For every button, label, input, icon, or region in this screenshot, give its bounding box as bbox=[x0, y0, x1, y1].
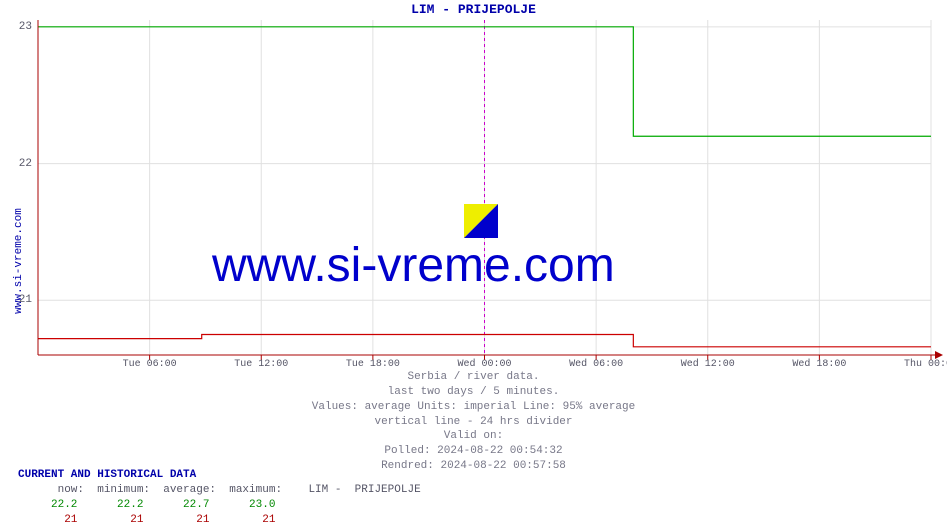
chart-title: LIM - PRIJEPOLJE bbox=[0, 2, 947, 17]
footer-line-2: last two days / 5 minutes. bbox=[0, 385, 947, 400]
data-table-row-green: 22.2 22.2 22.7 23.0 bbox=[18, 498, 421, 513]
x-tick-label: Tue 12:00 bbox=[234, 359, 288, 370]
chart-plot-area: 212223Tue 06:00Tue 12:00Tue 18:00Wed 00:… bbox=[38, 20, 931, 355]
data-table: CURRENT AND HISTORICAL DATA now: minimum… bbox=[18, 468, 421, 522]
footer-line-6: Polled: 2024-08-22 00:54:32 bbox=[0, 444, 947, 459]
x-tick-label: Wed 12:00 bbox=[681, 359, 735, 370]
y-tick-label: 22 bbox=[19, 158, 32, 170]
footer-line-1: Serbia / river data. bbox=[0, 370, 947, 385]
x-tick-label: Tue 18:00 bbox=[346, 359, 400, 370]
footer-line-3: Values: average Units: imperial Line: 95… bbox=[0, 400, 947, 415]
x-tick-label: Tue 06:00 bbox=[123, 359, 177, 370]
footer-line-4: vertical line - 24 hrs divider bbox=[0, 415, 947, 430]
x-tick-label: Thu 00:00 bbox=[904, 359, 947, 370]
data-table-header: CURRENT AND HISTORICAL DATA bbox=[18, 468, 421, 483]
data-table-row-red: 21 21 21 21 bbox=[18, 513, 421, 522]
y-tick-label: 23 bbox=[19, 21, 32, 33]
x-tick-label: Wed 06:00 bbox=[569, 359, 623, 370]
footer-line-5: Valid on: bbox=[0, 429, 947, 444]
y-tick-label: 21 bbox=[19, 294, 32, 306]
x-tick-label: Wed 18:00 bbox=[792, 359, 846, 370]
watermark-text: www.si-vreme.com bbox=[212, 238, 615, 293]
x-tick-label: Wed 00:00 bbox=[457, 359, 511, 370]
watermark-logo bbox=[464, 204, 498, 242]
chart-footer: Serbia / river data. last two days / 5 m… bbox=[0, 370, 947, 474]
chart-svg bbox=[38, 20, 945, 357]
data-table-columns: now: minimum: average: maximum: LIM - PR… bbox=[18, 483, 421, 498]
